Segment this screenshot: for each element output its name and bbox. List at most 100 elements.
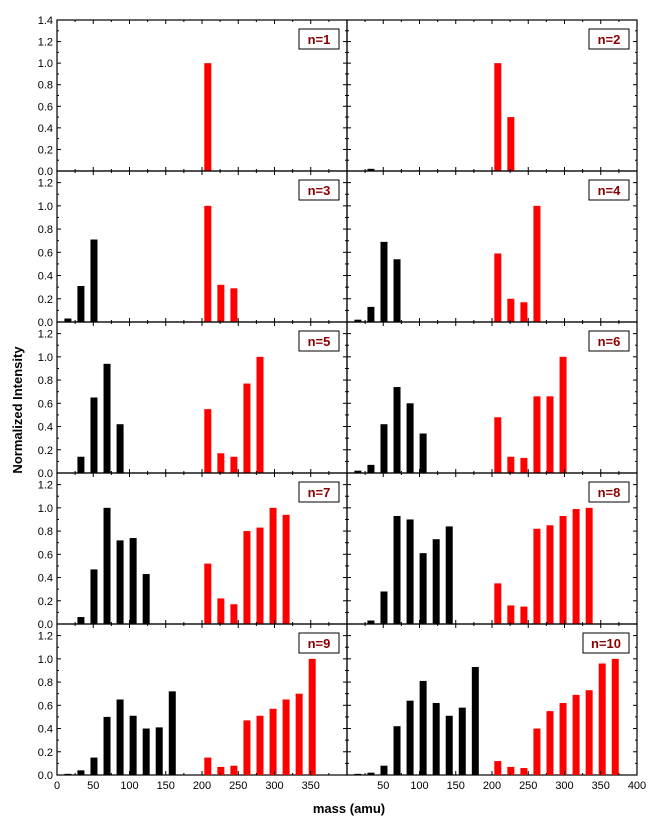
bar — [380, 765, 388, 775]
y-tick-label: 0.6 — [38, 247, 53, 259]
bar — [611, 658, 619, 775]
panel-label-box — [588, 28, 630, 50]
y-tick-label: 0.0 — [38, 468, 53, 480]
y-tick-label: 1.2 — [38, 178, 53, 190]
y-tick-label: 0.8 — [38, 526, 53, 538]
bar — [90, 239, 98, 322]
y-tick-label: 0.2 — [38, 144, 53, 156]
x-tick-label: 300 — [265, 780, 283, 792]
bar — [507, 298, 515, 322]
bar — [217, 766, 225, 775]
bar — [520, 457, 528, 473]
bar — [419, 680, 427, 775]
panel-n-5: 0.0 0.2 0.4 0.6 0.8 1.0 1.2 n=5 — [38, 321, 348, 480]
y-tick-label: 0.4 — [38, 271, 53, 283]
bar — [142, 574, 150, 624]
bar — [520, 768, 528, 775]
bar — [354, 773, 362, 775]
bar — [217, 284, 225, 322]
panel-n-1: 0.0 0.2 0.4 0.6 0.8 1.0 1.2 1.4 n=1 — [38, 15, 348, 178]
bar — [559, 515, 567, 624]
bar — [367, 772, 375, 775]
bar — [155, 727, 163, 775]
panel-label-box — [298, 28, 340, 50]
y-tick-label: 1.2 — [38, 329, 53, 341]
bar — [471, 666, 479, 775]
bar — [598, 663, 606, 775]
bar — [77, 617, 85, 624]
bar — [168, 691, 176, 775]
panel-label-box — [298, 330, 340, 352]
bar — [546, 525, 554, 624]
y-tick-label: 0.0 — [38, 619, 53, 631]
bar — [533, 728, 541, 775]
panel-label: n=10 — [591, 636, 621, 651]
bar — [90, 569, 98, 624]
bar — [507, 456, 515, 473]
bar — [520, 302, 528, 322]
bar — [406, 700, 414, 775]
panel-n-8: n=8 — [346, 472, 638, 625]
panel-n-3: 0.0 0.2 0.4 0.6 0.8 1.0 1.2 n=3 — [38, 170, 348, 329]
bar — [546, 711, 554, 775]
panel-label-box — [582, 632, 630, 654]
bar — [269, 507, 277, 624]
bar — [445, 715, 453, 775]
y-tick-label: 0.0 — [38, 317, 53, 329]
bar — [533, 528, 541, 624]
bar — [116, 424, 124, 473]
panel-label: n=9 — [308, 636, 331, 651]
x-tick-label: 350 — [302, 780, 320, 792]
y-tick-label: 1.2 — [38, 631, 53, 643]
y-tick-label: 1.2 — [38, 480, 53, 492]
y-tick-label: 1.2 — [38, 37, 53, 49]
bar — [103, 363, 111, 473]
panels: 0.00.20.40.60.81.01.21.4n=1 n=20.00.20.40… — [38, 15, 646, 792]
bar — [77, 285, 85, 322]
bar — [230, 288, 238, 322]
bar — [533, 205, 541, 322]
y-tick-label: 1.0 — [38, 503, 53, 515]
bar — [77, 770, 85, 775]
bar — [380, 591, 388, 624]
bar — [494, 417, 502, 473]
bar — [432, 702, 440, 775]
y-tick-label: 0.2 — [38, 294, 53, 306]
x-axis-title: mass (amu) — [313, 801, 385, 816]
y-tick-label: 0.8 — [38, 677, 53, 689]
bar — [494, 63, 502, 171]
bar — [243, 383, 251, 473]
y-tick-label: 0.2 — [38, 747, 53, 759]
bar — [494, 253, 502, 322]
bar — [282, 699, 290, 775]
bar — [217, 598, 225, 624]
bar — [204, 63, 212, 171]
bar — [393, 515, 401, 624]
bar — [380, 241, 388, 322]
x-tick-label: 350 — [592, 780, 610, 792]
x-tick-label: 100 — [410, 780, 428, 792]
x-tick-label: 250 — [519, 780, 537, 792]
bar — [116, 699, 124, 775]
y-tick-label: 0.8 — [38, 375, 53, 387]
bar — [494, 583, 502, 624]
y-tick-label: 0.2 — [38, 445, 53, 457]
panel-label-box — [588, 179, 630, 201]
y-tick-label: 1.0 — [38, 58, 53, 70]
x-tick-label: 250 — [229, 780, 247, 792]
bar — [507, 766, 515, 775]
y-tick-label: 0.4 — [38, 123, 53, 135]
bar — [116, 540, 124, 624]
bar — [269, 708, 277, 775]
bar — [520, 606, 528, 624]
x-tick-label: 50 — [377, 780, 389, 792]
bar — [256, 715, 264, 775]
bar — [572, 694, 580, 775]
bar — [217, 453, 225, 473]
bar — [243, 720, 251, 775]
x-tick-label: 200 — [483, 780, 501, 792]
bar — [354, 470, 362, 473]
bar — [204, 205, 212, 322]
bar — [533, 396, 541, 473]
bar — [393, 387, 401, 473]
